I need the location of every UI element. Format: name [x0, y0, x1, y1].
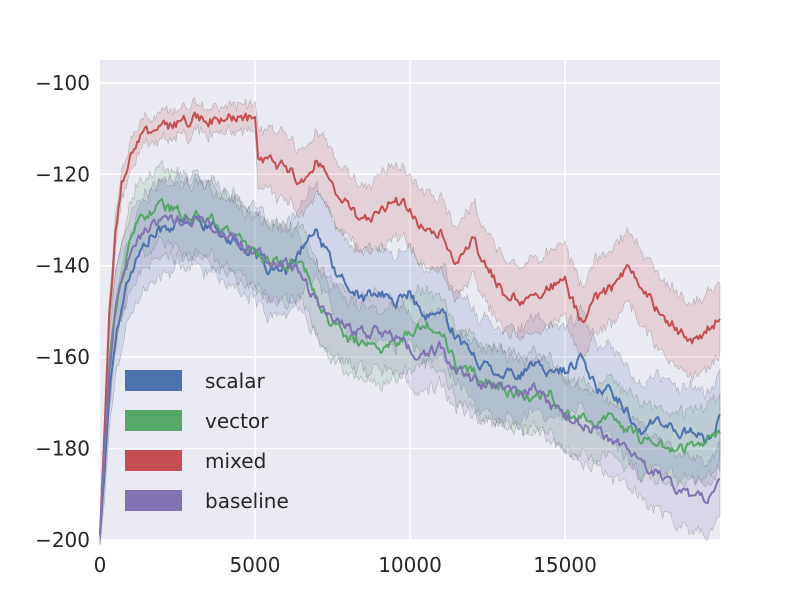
x-tick-label: 5000 — [230, 553, 281, 577]
legend-label-vector: vector — [205, 409, 269, 433]
legend-swatch-vector — [125, 410, 182, 431]
legend-label-baseline: baseline — [205, 489, 289, 513]
legend-swatch-scalar — [125, 370, 182, 391]
y-tick-label: −100 — [35, 71, 90, 95]
y-axis-ticks: −100 −120 −140 −160 −180 −200 — [35, 71, 90, 552]
legend-label-scalar: scalar — [205, 369, 265, 393]
y-tick-label: −200 — [35, 528, 90, 552]
band-baseline — [99, 175, 721, 545]
x-axis-ticks: 0 5000 10000 15000 — [94, 553, 597, 577]
series-line-scalar — [99, 213, 721, 536]
series-lines — [99, 111, 721, 536]
legend-swatch-baseline — [125, 490, 182, 511]
x-tick-label: 0 — [94, 553, 107, 577]
series-line-baseline — [99, 214, 721, 536]
band-mixed — [99, 97, 721, 545]
x-tick-label: 15000 — [533, 553, 597, 577]
y-tick-label: −160 — [35, 345, 90, 369]
y-tick-label: −140 — [35, 254, 90, 278]
band-scalar — [99, 169, 721, 545]
series-line-mixed — [99, 111, 721, 536]
y-tick-label: −120 — [35, 162, 90, 186]
y-tick-label: −180 — [35, 437, 90, 461]
legend-label-mixed: mixed — [205, 449, 266, 473]
x-tick-label: 10000 — [378, 553, 442, 577]
grid — [100, 60, 720, 541]
legend-swatch-mixed — [125, 450, 182, 471]
legend: scalar vector mixed baseline — [125, 369, 289, 513]
